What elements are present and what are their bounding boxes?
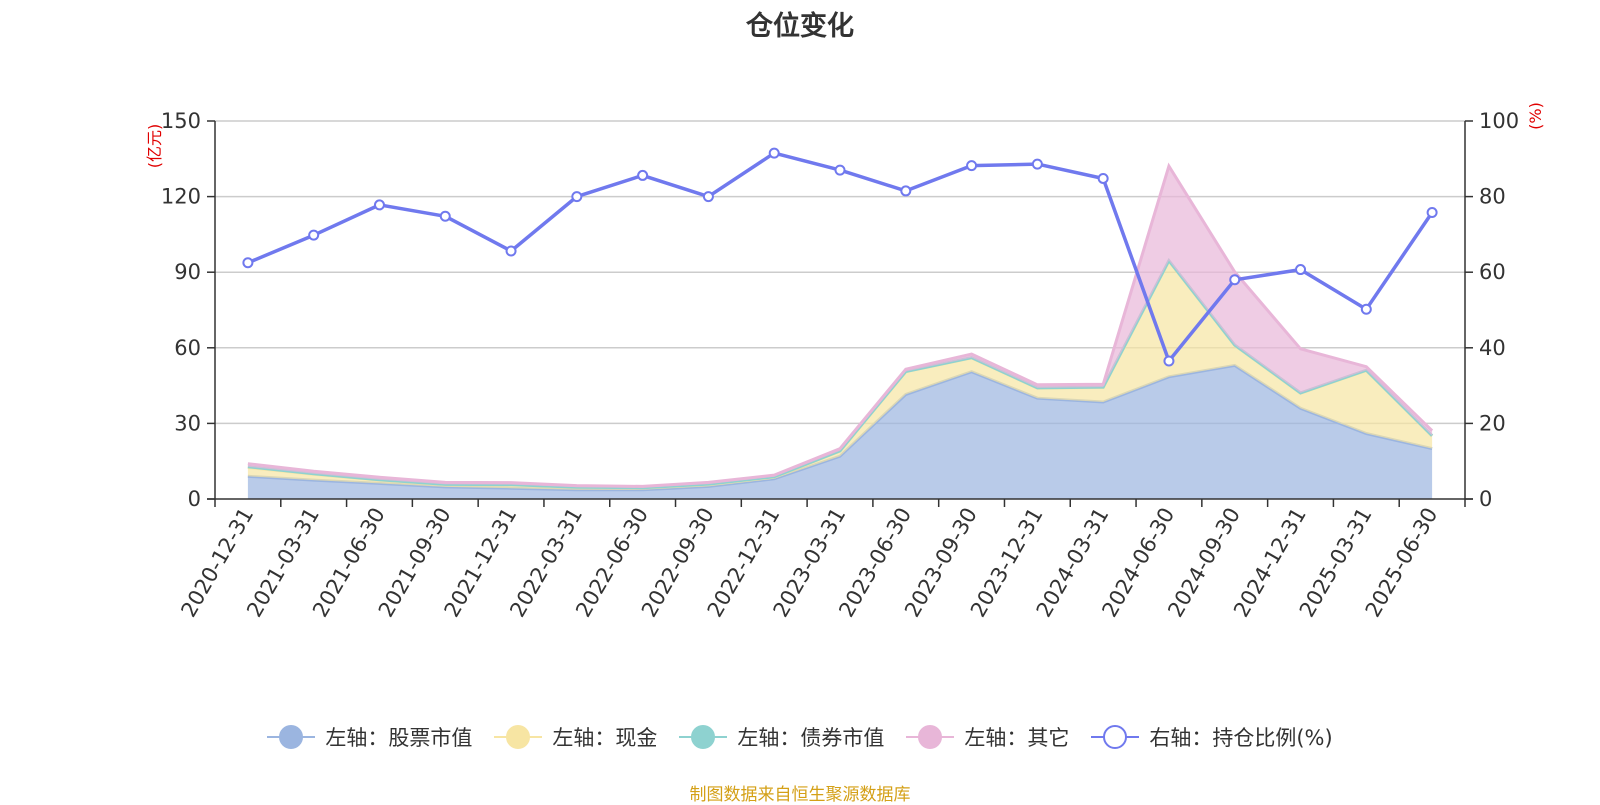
legend-marker-icon bbox=[1091, 725, 1140, 749]
ratio-point bbox=[308, 229, 320, 241]
ratio-point bbox=[505, 245, 517, 257]
ratio-point bbox=[439, 210, 451, 222]
area-series-edge-3 bbox=[247, 162, 1434, 488]
left-axis-tick-label: 60 bbox=[174, 336, 201, 360]
legend-item[interactable]: 左轴：股票市值 bbox=[267, 722, 472, 752]
right-axis-tick-label: 80 bbox=[1479, 185, 1506, 209]
right-axis-tick-label: 0 bbox=[1479, 487, 1492, 511]
legend-item[interactable]: 左轴：其它 bbox=[906, 722, 1069, 752]
right-axis-tick-label: 60 bbox=[1479, 260, 1506, 284]
left-axis-tick-label: 30 bbox=[174, 411, 201, 435]
ratio-point bbox=[768, 147, 780, 159]
left-axis-tick-label: 0 bbox=[188, 487, 201, 511]
legend-item[interactable]: 左轴：现金 bbox=[494, 722, 657, 752]
legend-marker-icon bbox=[679, 725, 728, 749]
ratio-point bbox=[1031, 158, 1043, 170]
legend-label: 左轴：债券市值 bbox=[737, 726, 885, 750]
ratio-point bbox=[1360, 303, 1372, 315]
legend-label: 左轴：其它 bbox=[964, 726, 1070, 750]
ratio-point bbox=[1097, 172, 1109, 184]
legend-marker-icon bbox=[906, 725, 955, 749]
legend-item[interactable]: 左轴：债券市值 bbox=[679, 722, 884, 752]
ratio-point bbox=[1229, 274, 1241, 286]
legend-item[interactable]: 右轴：持仓比例(%) bbox=[1091, 722, 1333, 752]
right-axis-tick-label: 100 bbox=[1479, 109, 1519, 133]
left-axis-tick-label: 150 bbox=[161, 109, 201, 133]
left-axis-tick-label: 90 bbox=[174, 260, 201, 284]
legend-label: 右轴：持仓比例(%) bbox=[1149, 726, 1333, 750]
ratio-point bbox=[834, 164, 846, 176]
legend-label: 左轴：股票市值 bbox=[325, 726, 473, 750]
right-axis-tick-label: 20 bbox=[1479, 411, 1506, 435]
left-axis-tick-label: 120 bbox=[161, 185, 201, 209]
legend-label: 左轴：现金 bbox=[552, 726, 658, 750]
ratio-point bbox=[373, 199, 385, 211]
ratio-point bbox=[242, 257, 254, 269]
ratio-point bbox=[637, 169, 649, 181]
right-axis-tick-label: 40 bbox=[1479, 336, 1506, 360]
ratio-point bbox=[702, 191, 714, 203]
ratio-point bbox=[900, 185, 912, 197]
legend-marker-icon bbox=[267, 725, 316, 749]
chart-title: 仓位变化 bbox=[746, 11, 854, 42]
right-axis-unit: (%) bbox=[1526, 102, 1545, 130]
stacked-areas bbox=[247, 162, 1434, 499]
ratio-point bbox=[1426, 206, 1438, 218]
legend-marker-icon bbox=[494, 725, 543, 749]
ratio-point bbox=[1163, 355, 1175, 367]
ratio-point bbox=[1295, 264, 1307, 276]
holding-ratio-line bbox=[242, 147, 1438, 367]
area-series-0 bbox=[247, 365, 1433, 499]
left-axis-unit: (亿元) bbox=[145, 124, 164, 169]
ratio-point bbox=[966, 160, 978, 172]
ratio-point bbox=[571, 191, 583, 203]
legend: 左轴：股票市值 左轴：现金 左轴：债券市值 左轴：其它 右轴：持仓比例(%) bbox=[0, 722, 1600, 752]
data-source-note: 制图数据来自恒生聚源数据库 bbox=[689, 785, 911, 805]
